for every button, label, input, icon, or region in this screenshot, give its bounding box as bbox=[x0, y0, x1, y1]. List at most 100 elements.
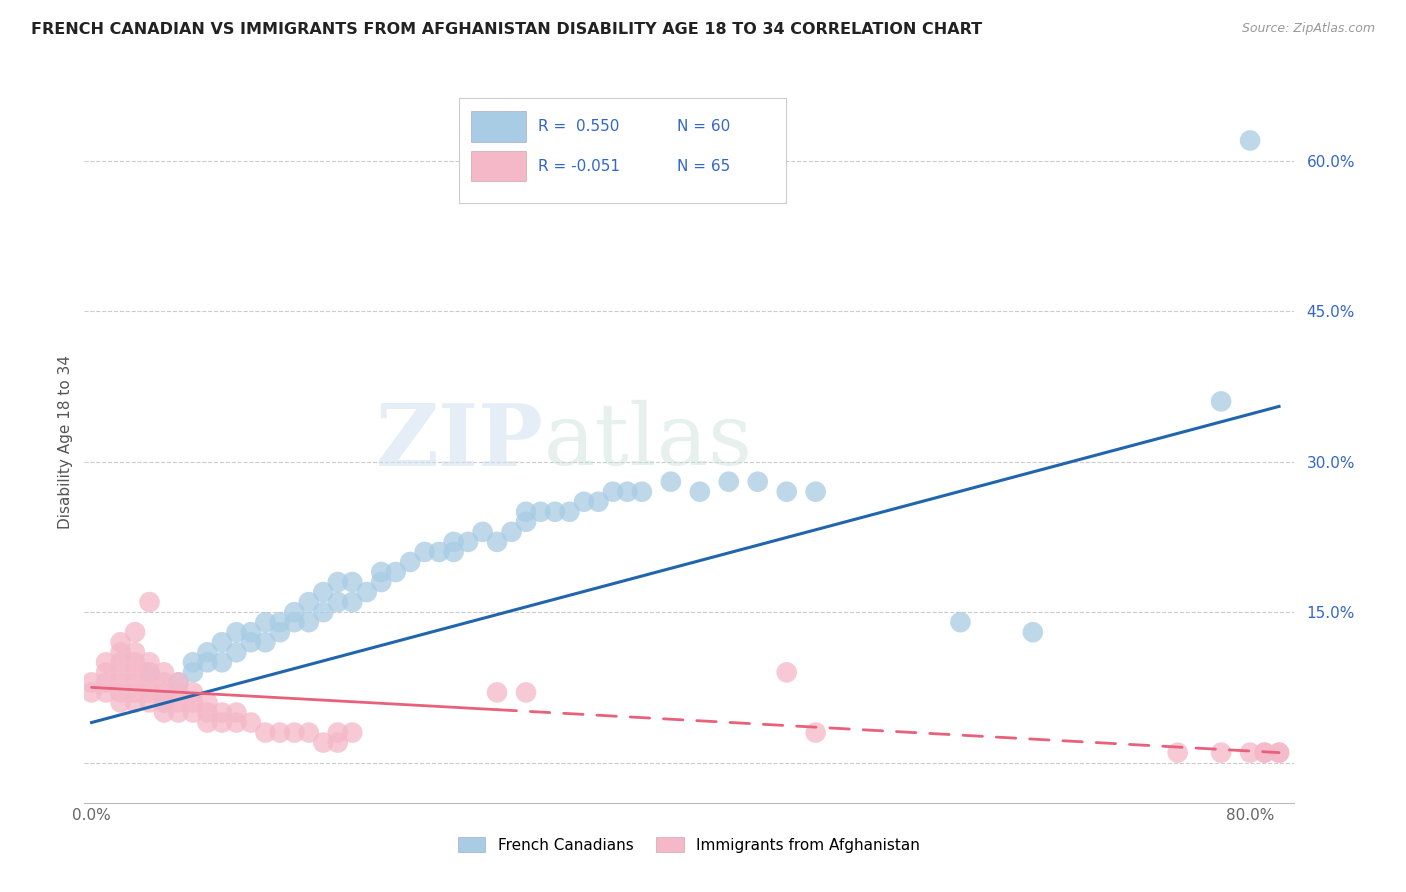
Point bbox=[153, 685, 176, 699]
Point bbox=[602, 484, 624, 499]
Point bbox=[197, 696, 219, 710]
Point bbox=[298, 595, 321, 609]
Point bbox=[138, 655, 160, 669]
Point bbox=[94, 655, 117, 669]
Point bbox=[124, 655, 146, 669]
Point bbox=[225, 625, 247, 640]
Point bbox=[616, 484, 638, 499]
Point bbox=[1167, 746, 1189, 760]
Point bbox=[153, 696, 176, 710]
Point bbox=[558, 505, 581, 519]
Point bbox=[211, 706, 233, 720]
Point bbox=[342, 725, 364, 739]
Point bbox=[283, 605, 305, 619]
Point bbox=[776, 484, 799, 499]
Point bbox=[138, 696, 160, 710]
Point bbox=[110, 645, 132, 659]
Point bbox=[1268, 746, 1291, 760]
Point bbox=[110, 635, 132, 649]
Point bbox=[239, 625, 262, 640]
Point bbox=[326, 735, 349, 749]
Point bbox=[1239, 133, 1261, 147]
Point bbox=[94, 665, 117, 680]
Point bbox=[239, 635, 262, 649]
Point bbox=[181, 696, 204, 710]
Point bbox=[167, 685, 190, 699]
Point bbox=[110, 655, 132, 669]
FancyBboxPatch shape bbox=[471, 112, 526, 142]
Text: Source: ZipAtlas.com: Source: ZipAtlas.com bbox=[1241, 22, 1375, 36]
Point bbox=[384, 565, 406, 579]
Point bbox=[312, 735, 335, 749]
Point bbox=[110, 696, 132, 710]
Point bbox=[269, 615, 291, 630]
Point bbox=[572, 494, 595, 508]
Point bbox=[427, 545, 450, 559]
Point bbox=[1253, 746, 1275, 760]
Point bbox=[181, 685, 204, 699]
Text: R = -0.051: R = -0.051 bbox=[538, 159, 620, 174]
Point bbox=[254, 615, 277, 630]
Point bbox=[486, 535, 509, 549]
Point bbox=[413, 545, 436, 559]
Point bbox=[471, 524, 494, 539]
Point bbox=[153, 696, 176, 710]
Point bbox=[529, 505, 551, 519]
Point bbox=[153, 665, 176, 680]
Point bbox=[283, 615, 305, 630]
Point bbox=[747, 475, 769, 489]
Point bbox=[269, 725, 291, 739]
Point bbox=[776, 665, 799, 680]
Point bbox=[1253, 746, 1275, 760]
Point bbox=[804, 725, 827, 739]
Text: FRENCH CANADIAN VS IMMIGRANTS FROM AFGHANISTAN DISABILITY AGE 18 TO 34 CORRELATI: FRENCH CANADIAN VS IMMIGRANTS FROM AFGHA… bbox=[31, 22, 981, 37]
Point bbox=[167, 706, 190, 720]
Point bbox=[1022, 625, 1045, 640]
Point bbox=[80, 675, 103, 690]
Point bbox=[443, 545, 465, 559]
FancyBboxPatch shape bbox=[471, 151, 526, 181]
Point bbox=[501, 524, 523, 539]
Point bbox=[138, 665, 160, 680]
Point bbox=[181, 665, 204, 680]
Text: N = 60: N = 60 bbox=[676, 119, 730, 134]
Point bbox=[197, 655, 219, 669]
Point bbox=[138, 675, 160, 690]
Point bbox=[370, 565, 392, 579]
Point bbox=[124, 685, 146, 699]
Point bbox=[1239, 746, 1261, 760]
Point bbox=[689, 484, 711, 499]
Legend: French Canadians, Immigrants from Afghanistan: French Canadians, Immigrants from Afghan… bbox=[450, 829, 928, 860]
Point bbox=[1211, 394, 1233, 409]
Point bbox=[94, 675, 117, 690]
Point bbox=[153, 706, 176, 720]
Point bbox=[124, 696, 146, 710]
Text: ZIP: ZIP bbox=[375, 400, 544, 483]
Point bbox=[298, 615, 321, 630]
Point bbox=[124, 625, 146, 640]
Point bbox=[138, 685, 160, 699]
Point bbox=[486, 685, 509, 699]
Point bbox=[124, 645, 146, 659]
Point bbox=[1268, 746, 1291, 760]
Point bbox=[659, 475, 682, 489]
Point bbox=[110, 665, 132, 680]
Point bbox=[342, 575, 364, 590]
Point bbox=[588, 494, 610, 508]
Point bbox=[312, 585, 335, 599]
Point bbox=[211, 655, 233, 669]
Point bbox=[804, 484, 827, 499]
Point bbox=[197, 645, 219, 659]
Point bbox=[515, 515, 537, 529]
Point bbox=[167, 675, 190, 690]
FancyBboxPatch shape bbox=[460, 98, 786, 203]
Point bbox=[211, 635, 233, 649]
Point bbox=[110, 685, 132, 699]
Text: R =  0.550: R = 0.550 bbox=[538, 119, 619, 134]
Point bbox=[239, 715, 262, 730]
Point bbox=[197, 715, 219, 730]
Point bbox=[717, 475, 740, 489]
Point bbox=[399, 555, 422, 569]
Point bbox=[254, 635, 277, 649]
Point bbox=[283, 725, 305, 739]
